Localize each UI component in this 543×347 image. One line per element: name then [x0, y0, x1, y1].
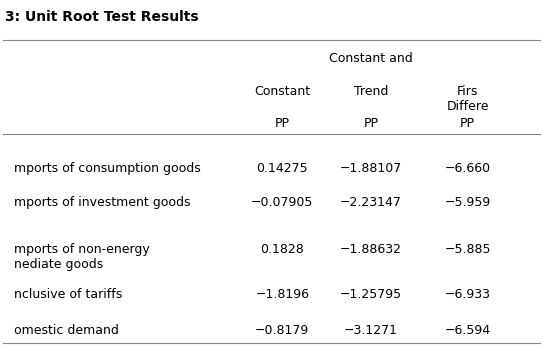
Text: −0.8179: −0.8179	[255, 324, 310, 337]
Text: Trend: Trend	[353, 85, 388, 98]
Text: −0.07905: −0.07905	[251, 196, 313, 209]
Text: −6.594: −6.594	[445, 324, 491, 337]
Text: Constant and: Constant and	[329, 52, 413, 65]
Text: PP: PP	[460, 117, 475, 130]
Text: −1.88632: −1.88632	[340, 244, 402, 256]
Text: mports of non-energy
nediate goods: mports of non-energy nediate goods	[14, 244, 149, 271]
Text: mports of investment goods: mports of investment goods	[14, 196, 190, 209]
Text: 0.14275: 0.14275	[256, 162, 308, 175]
Text: −5.959: −5.959	[445, 196, 491, 209]
Text: −1.8196: −1.8196	[255, 288, 310, 301]
Text: mports of consumption goods: mports of consumption goods	[14, 162, 200, 175]
Text: Constant: Constant	[254, 85, 310, 98]
Text: −6.660: −6.660	[445, 162, 491, 175]
Text: nclusive of tariffs: nclusive of tariffs	[14, 288, 122, 301]
Text: −5.885: −5.885	[444, 244, 491, 256]
Text: PP: PP	[275, 117, 290, 130]
Text: −1.25795: −1.25795	[340, 288, 402, 301]
Text: −3.1271: −3.1271	[344, 324, 398, 337]
Text: omestic demand: omestic demand	[14, 324, 118, 337]
Text: Firs
Differe: Firs Differe	[446, 85, 489, 113]
Text: −2.23147: −2.23147	[340, 196, 402, 209]
Text: 0.1828: 0.1828	[261, 244, 304, 256]
Text: −1.88107: −1.88107	[340, 162, 402, 175]
Text: 3: Unit Root Test Results: 3: Unit Root Test Results	[5, 10, 199, 24]
Text: −6.933: −6.933	[445, 288, 491, 301]
Text: PP: PP	[363, 117, 378, 130]
